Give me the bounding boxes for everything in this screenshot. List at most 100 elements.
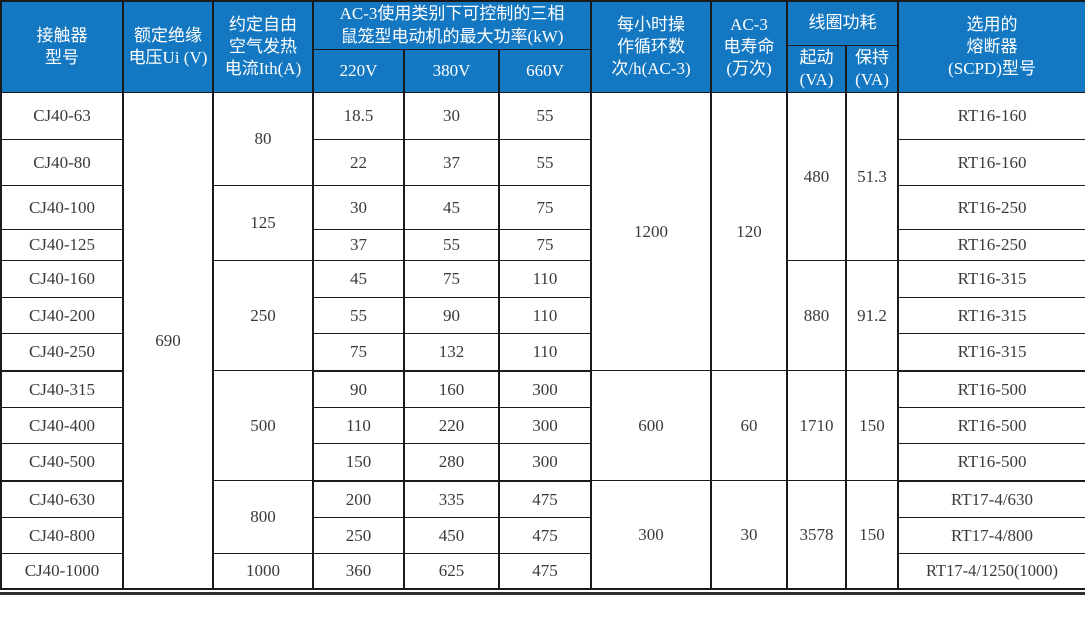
kw-380-cell: 280	[403, 443, 500, 482]
model-cell: CJ40-315	[0, 370, 124, 409]
kw-380-cell: 75	[403, 260, 500, 299]
kw-380-cell: 335	[403, 480, 500, 519]
kw-380-cell: 30	[403, 92, 500, 141]
cycles-cell: 600	[590, 370, 713, 482]
coil-start-cell: 480	[786, 92, 848, 262]
header-220v: 220V	[312, 49, 405, 94]
model-cell: CJ40-800	[0, 517, 124, 555]
kw-380-cell: 90	[403, 297, 500, 335]
kw-380-cell: 450	[403, 517, 500, 555]
model-cell: CJ40-80	[0, 139, 124, 187]
coil-start-cell: 3578	[786, 480, 848, 590]
header-ac3-life: AC-3 电寿命 (万次)	[710, 0, 789, 94]
model-cell: CJ40-630	[0, 480, 124, 519]
kw-660-cell: 110	[497, 333, 593, 372]
table-row: CJ40-125 37 55 75 RT16-250	[0, 229, 1085, 262]
header-row-2: 起动 (VA) 保持 (VA)	[1, 44, 1085, 94]
header-fuse: 选用的 熔断器 (SCPD)型号	[897, 0, 1085, 94]
ith-cell: 250	[212, 260, 314, 372]
header-thermal-current: 约定自由 空气发热 电流Ith(A)	[212, 0, 314, 94]
kw-380-cell: 132	[403, 333, 500, 372]
coil-start-cell: 1710	[786, 370, 848, 482]
fuse-cell: RT16-500	[897, 443, 1085, 482]
fuse-cell: RT16-315	[897, 333, 1085, 372]
fuse-cell: RT17-4/630	[897, 480, 1085, 519]
fuse-cell: RT17-4/800	[897, 517, 1085, 555]
kw-380-cell: 55	[403, 229, 500, 262]
kw-660-cell: 110	[497, 260, 593, 299]
model-cell: CJ40-200	[0, 297, 124, 335]
life-cell: 120	[710, 92, 789, 372]
ith-cell: 125	[212, 185, 314, 262]
life-cell: 30	[710, 480, 789, 590]
model-cell: CJ40-160	[0, 260, 124, 299]
header-rated-insulation-voltage: 额定绝缘 电压Ui (V)	[122, 0, 214, 94]
kw-380-cell: 160	[403, 370, 500, 409]
kw-660-cell: 300	[497, 407, 593, 445]
kw-660-cell: 75	[497, 185, 593, 231]
model-cell: CJ40-63	[0, 92, 124, 141]
ith-cell: 500	[212, 370, 314, 482]
ith-cell: 80	[212, 92, 314, 187]
fuse-cell: RT16-250	[897, 229, 1085, 262]
ui-cell: 690	[122, 92, 214, 590]
kw-220-cell: 37	[312, 229, 405, 262]
model-cell: CJ40-250	[0, 333, 124, 372]
kw-660-cell: 475	[497, 553, 593, 590]
header-380v: 380V	[403, 49, 500, 94]
table-row: CJ40-1000 1000 360 625 475 RT17-4/1250(1…	[0, 553, 1085, 590]
fuse-cell: RT16-160	[897, 92, 1085, 141]
kw-660-cell: 75	[497, 229, 593, 262]
fuse-cell: RT16-500	[897, 370, 1085, 409]
contactor-spec-table-wrapper: 接触器 型号 额定绝缘 电压Ui (V) 约定自由 空气发热 电流Ith(A) …	[0, 0, 1085, 595]
kw-660-cell: 110	[497, 297, 593, 335]
kw-220-cell: 150	[312, 443, 405, 482]
kw-380-cell: 220	[403, 407, 500, 445]
header-cycles-per-hour: 每小时操 作循环数 次/h(AC-3)	[590, 0, 713, 94]
header-contactor-model: 接触器 型号	[0, 0, 124, 94]
header-row-3: 220V 380V 660V	[1, 49, 1085, 94]
kw-220-cell: 45	[312, 260, 405, 299]
kw-660-cell: 55	[497, 139, 593, 187]
kw-660-cell: 475	[497, 480, 593, 519]
fuse-cell: RT17-4/1250(1000)	[897, 553, 1085, 590]
table-row: CJ40-315 500 90 160 300 600 60 1710 150 …	[0, 370, 1085, 482]
table-row: CJ40-63 690 80 18.5 30 55 1200 120 480 5…	[0, 92, 1085, 590]
kw-220-cell: 30	[312, 185, 405, 231]
header-ac3-power-group: AC-3使用类别下可控制的三相 鼠笼型电动机的最大功率(kW)	[311, 0, 593, 51]
coil-start-cell: 880	[786, 260, 848, 372]
model-cell: CJ40-1000	[0, 553, 124, 590]
kw-220-cell: 360	[312, 553, 405, 590]
model-cell: CJ40-400	[0, 407, 124, 445]
fuse-cell: RT16-315	[897, 260, 1085, 299]
coil-hold-cell: 150	[845, 480, 900, 590]
kw-660-cell: 475	[497, 517, 593, 555]
kw-660-cell: 300	[497, 443, 593, 482]
kw-660-cell: 300	[497, 370, 593, 409]
ith-cell: 800	[212, 480, 314, 555]
coil-hold-cell: 150	[845, 370, 900, 482]
header-row-1: 接触器 型号 额定绝缘 电压Ui (V) 约定自由 空气发热 电流Ith(A) …	[0, 0, 1085, 94]
cycles-cell: 300	[590, 480, 713, 590]
header-660v: 660V	[497, 49, 593, 94]
contactor-spec-table: 接触器 型号 额定绝缘 电压Ui (V) 约定自由 空气发热 电流Ith(A) …	[0, 0, 1085, 590]
fuse-cell: RT16-500	[897, 407, 1085, 445]
table-row: CJ40-80 22 37 55 RT16-160	[0, 139, 1085, 187]
table-row: CJ40-500 150 280 300 RT16-500	[0, 443, 1085, 482]
life-cell: 60	[710, 370, 789, 482]
kw-220-cell: 55	[312, 297, 405, 335]
ith-cell: 1000	[212, 553, 314, 590]
fuse-cell: RT16-160	[897, 139, 1085, 187]
kw-380-cell: 37	[403, 139, 500, 187]
coil-hold-cell: 51.3	[845, 92, 900, 262]
model-cell: CJ40-125	[0, 229, 124, 262]
kw-380-cell: 625	[403, 553, 500, 590]
fuse-cell: RT16-250	[897, 185, 1085, 231]
coil-hold-cell: 91.2	[845, 260, 900, 372]
table-row: CJ40-400 110 220 300 RT16-500	[0, 407, 1085, 445]
kw-220-cell: 90	[312, 370, 405, 409]
kw-220-cell: 75	[312, 333, 405, 372]
header-coil-hold: 保持 (VA)	[845, 44, 900, 94]
model-cell: CJ40-500	[0, 443, 124, 482]
table-row: CJ40-200 55 90 110 RT16-315	[0, 297, 1085, 335]
